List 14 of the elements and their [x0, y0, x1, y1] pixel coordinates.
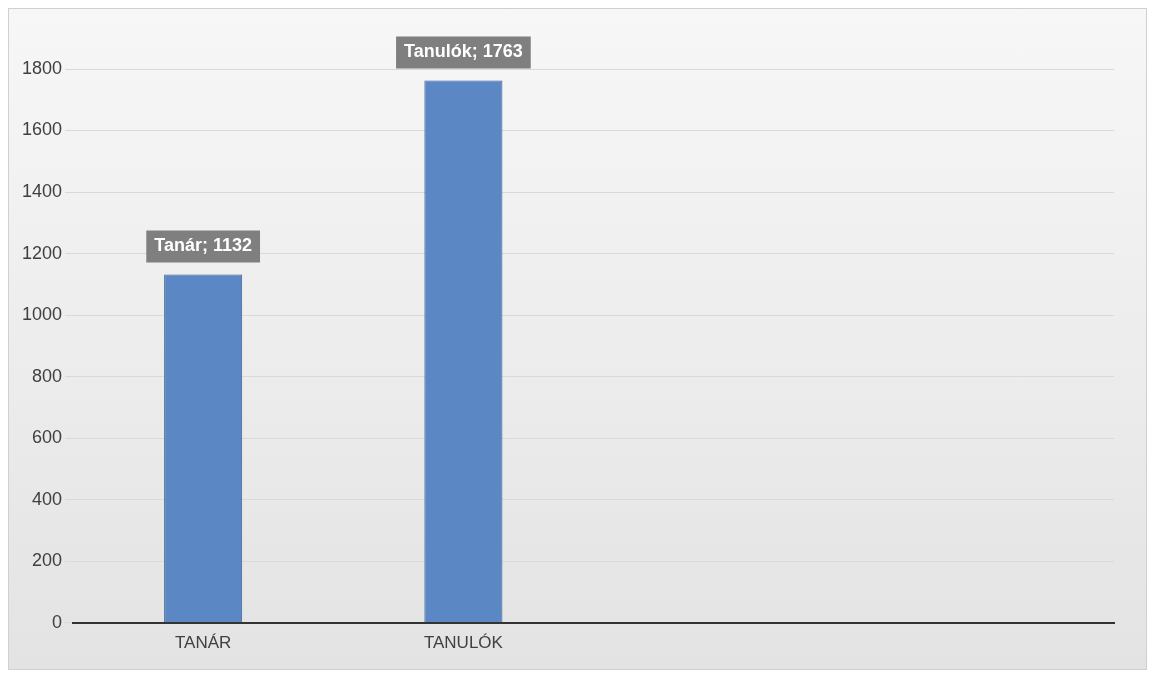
- y-tick-label: 200: [32, 550, 63, 571]
- y-tick-label: 1800: [22, 57, 63, 78]
- data-label: Tanár; 1132: [154, 235, 253, 256]
- y-tick-label: 0: [52, 611, 63, 632]
- x-tick-label: TANULÓK: [423, 633, 504, 653]
- y-tick-label: 800: [32, 365, 63, 386]
- y-tick-label: 1000: [22, 304, 63, 325]
- y-tick-label: 400: [32, 488, 63, 509]
- y-tick-label: 1600: [22, 119, 63, 140]
- x-tick-label: TANÁR: [174, 633, 232, 653]
- data-label: Tanulók; 1763: [404, 41, 523, 62]
- y-tick-label: 1200: [22, 242, 63, 263]
- y-tick-label: 1400: [22, 180, 63, 201]
- y-tick-label: 600: [32, 427, 63, 448]
